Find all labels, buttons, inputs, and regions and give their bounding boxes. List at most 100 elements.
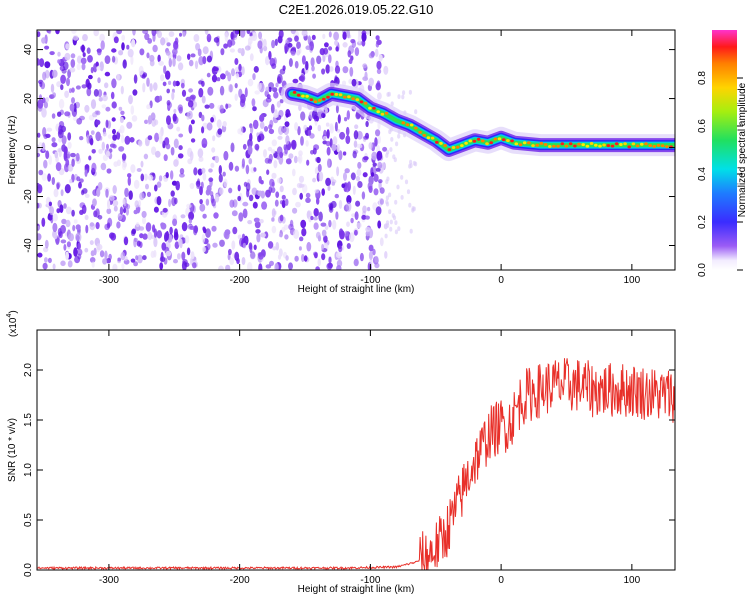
heatmap-speckle bbox=[388, 192, 392, 198]
signal-hotspot bbox=[510, 139, 514, 143]
heatmap-speckle bbox=[376, 150, 383, 161]
heatmap-speckle bbox=[63, 146, 68, 155]
heatmap-speckle bbox=[409, 163, 413, 169]
heatmap-speckle bbox=[259, 219, 264, 224]
colorbar: 0.0 0.2 0.4 0.6 0.8 Normalized spectral ampl… bbox=[697, 30, 748, 277]
heatmap-speckle bbox=[96, 110, 101, 116]
heatmap-speckle bbox=[96, 65, 101, 71]
heatmap-speckle bbox=[301, 254, 305, 262]
heatmap-speckle bbox=[377, 220, 382, 229]
heatmap-speckle bbox=[277, 254, 282, 260]
spectrogram-ylabel: Frequency (Hz) bbox=[7, 116, 18, 185]
heatmap-speckle bbox=[277, 135, 283, 140]
heatmap-speckle bbox=[60, 189, 64, 197]
heatmap-speckle bbox=[292, 168, 296, 177]
heatmap-speckle bbox=[178, 238, 183, 247]
heatmap-speckle bbox=[266, 94, 271, 100]
heatmap-speckle bbox=[41, 142, 46, 152]
signal-hotspot bbox=[372, 106, 376, 110]
heatmap-speckle bbox=[389, 226, 393, 232]
heatmap-speckle bbox=[247, 262, 253, 270]
heatmap-speckle bbox=[51, 113, 56, 119]
heatmap-speckle bbox=[275, 82, 279, 88]
signal-hotspot bbox=[439, 141, 443, 145]
heatmap-speckle bbox=[301, 55, 306, 65]
signal-hotspot bbox=[351, 97, 355, 101]
y-tick-label: -40 bbox=[23, 238, 34, 253]
heatmap-speckle bbox=[267, 158, 272, 164]
heatmap-speckle bbox=[362, 63, 368, 69]
signal-hotspot bbox=[535, 143, 539, 147]
heatmap-speckle bbox=[257, 82, 262, 91]
heatmap-speckle bbox=[144, 173, 148, 181]
heatmap-speckle bbox=[275, 241, 280, 251]
heatmap-speckle bbox=[112, 128, 116, 135]
heatmap-speckle bbox=[322, 33, 326, 40]
heatmap-speckle bbox=[278, 125, 284, 135]
heatmap-speckle bbox=[284, 234, 289, 240]
heatmap-speckle bbox=[201, 167, 206, 174]
heatmap-speckle bbox=[300, 136, 304, 146]
heatmap-speckle bbox=[310, 215, 314, 221]
heatmap-speckle bbox=[312, 73, 316, 79]
y-tick-label: 0 bbox=[23, 144, 34, 150]
heatmap-speckle bbox=[374, 48, 379, 58]
heatmap-speckle bbox=[123, 207, 127, 214]
heatmap-speckle bbox=[182, 31, 186, 37]
heatmap-speckle bbox=[322, 135, 328, 141]
y-tick-label: 2.0 bbox=[23, 363, 34, 377]
heatmap-speckle bbox=[177, 62, 184, 71]
heatmap-speckle bbox=[116, 221, 121, 229]
heatmap-speckle bbox=[51, 142, 58, 148]
heatmap-speckle bbox=[223, 43, 229, 49]
heatmap-speckle bbox=[375, 167, 381, 172]
heatmap-speckle bbox=[130, 105, 135, 115]
heatmap-speckle bbox=[95, 119, 101, 125]
heatmap-speckle bbox=[124, 187, 129, 198]
heatmap-speckle bbox=[355, 200, 361, 207]
heatmap-speckle bbox=[214, 193, 220, 203]
heatmap-speckle bbox=[206, 55, 212, 63]
heatmap-speckle bbox=[238, 63, 242, 72]
heatmap-speckle bbox=[385, 153, 389, 158]
heatmap-speckle bbox=[346, 195, 352, 204]
heatmap-speckle bbox=[219, 104, 224, 115]
heatmap-speckle bbox=[153, 237, 158, 248]
heatmap-speckle bbox=[120, 110, 125, 116]
snr-series bbox=[37, 358, 675, 570]
heatmap-speckle bbox=[86, 47, 91, 54]
heatmap-speckle bbox=[201, 233, 206, 244]
heatmap-speckle bbox=[165, 230, 169, 241]
signal-hotspot bbox=[426, 136, 431, 140]
heatmap-speckle bbox=[334, 121, 338, 132]
heatmap-speckle bbox=[234, 58, 239, 65]
heatmap-speckle bbox=[406, 189, 411, 195]
x-tick-label: 100 bbox=[624, 275, 641, 286]
heatmap-speckle bbox=[382, 146, 388, 152]
heatmap-speckle bbox=[105, 188, 109, 198]
heatmap-speckle bbox=[372, 248, 376, 256]
heatmap-speckle bbox=[38, 169, 44, 176]
heatmap-speckle bbox=[228, 187, 233, 194]
heatmap-speckle bbox=[202, 226, 206, 232]
heatmap-speckle bbox=[57, 59, 61, 64]
signal-hotspot bbox=[330, 92, 335, 96]
heatmap-speckle bbox=[116, 30, 122, 35]
heatmap-speckle bbox=[311, 65, 315, 72]
heatmap-speckle bbox=[316, 55, 322, 65]
heatmap-speckle bbox=[214, 155, 220, 164]
heatmap-speckle bbox=[188, 88, 194, 93]
heatmap-speckle bbox=[317, 124, 322, 132]
signal-hotspot bbox=[481, 139, 485, 143]
heatmap-speckle bbox=[254, 90, 260, 95]
heatmap-speckle bbox=[279, 185, 284, 193]
heatmap-speckle bbox=[356, 143, 363, 149]
heatmap-speckle bbox=[136, 254, 143, 264]
heatmap-speckle bbox=[128, 94, 133, 105]
heatmap-speckle bbox=[270, 149, 276, 154]
heatmap-speckle bbox=[87, 82, 92, 90]
heatmap-speckle bbox=[219, 187, 224, 195]
heatmap-speckle bbox=[131, 228, 137, 235]
heatmap-speckle bbox=[43, 159, 48, 169]
heatmap-speckle bbox=[90, 66, 94, 74]
